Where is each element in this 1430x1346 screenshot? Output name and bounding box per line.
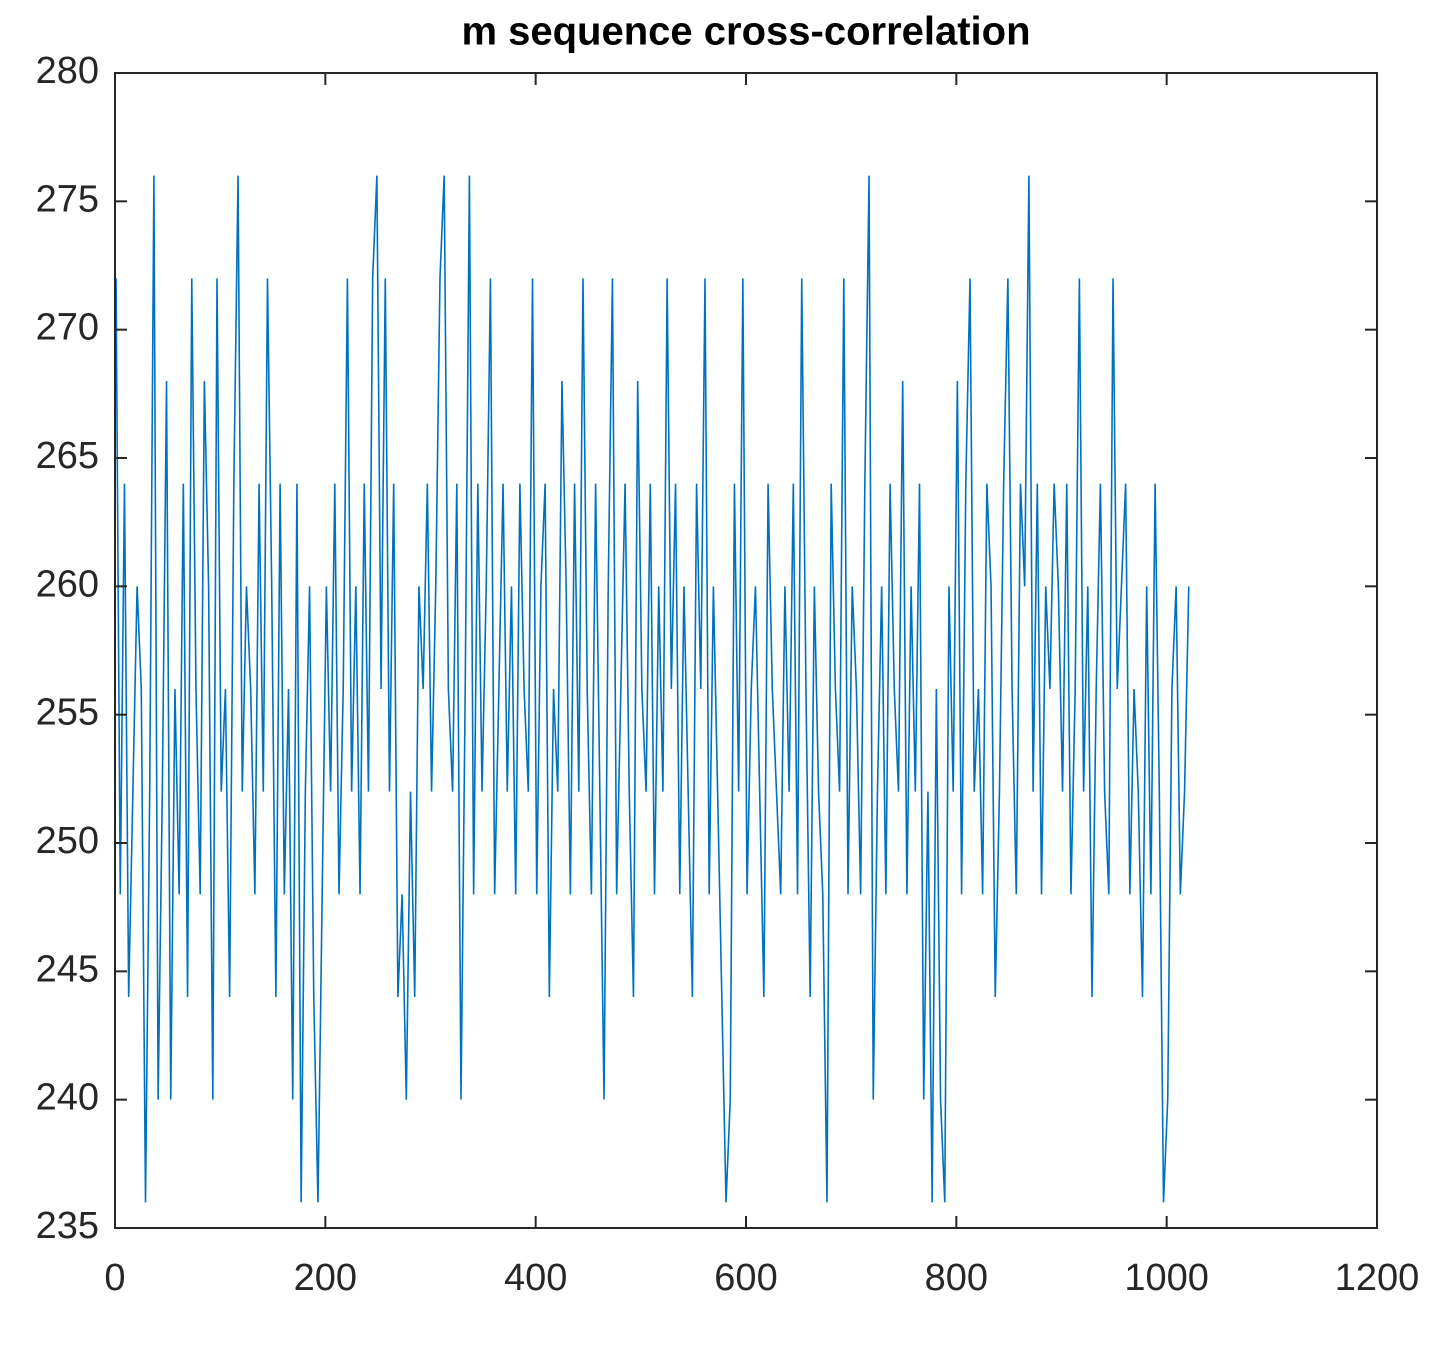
x-tick-label: 200: [294, 1257, 357, 1299]
y-tick-label: 245: [36, 948, 99, 990]
y-tick-label: 250: [36, 820, 99, 862]
y-tick-label: 255: [36, 692, 99, 734]
x-tick-label: 1200: [1335, 1257, 1420, 1299]
y-tick-label: 270: [36, 307, 99, 349]
x-tick-label: 800: [925, 1257, 988, 1299]
chart-title: m sequence cross-correlation: [461, 10, 1030, 54]
y-tick-label: 280: [36, 50, 99, 92]
data-line: [115, 175, 1190, 1203]
x-tick-label: 600: [714, 1257, 777, 1299]
y-tick-label: 265: [36, 435, 99, 477]
y-tick-label: 260: [36, 563, 99, 605]
y-tick-label: 235: [36, 1205, 99, 1247]
x-tick-label: 400: [504, 1257, 567, 1299]
x-tick-label: 0: [104, 1257, 125, 1299]
x-tick-label: 1000: [1124, 1257, 1209, 1299]
y-tick-label: 240: [36, 1077, 99, 1119]
y-tick-label: 275: [36, 178, 99, 220]
